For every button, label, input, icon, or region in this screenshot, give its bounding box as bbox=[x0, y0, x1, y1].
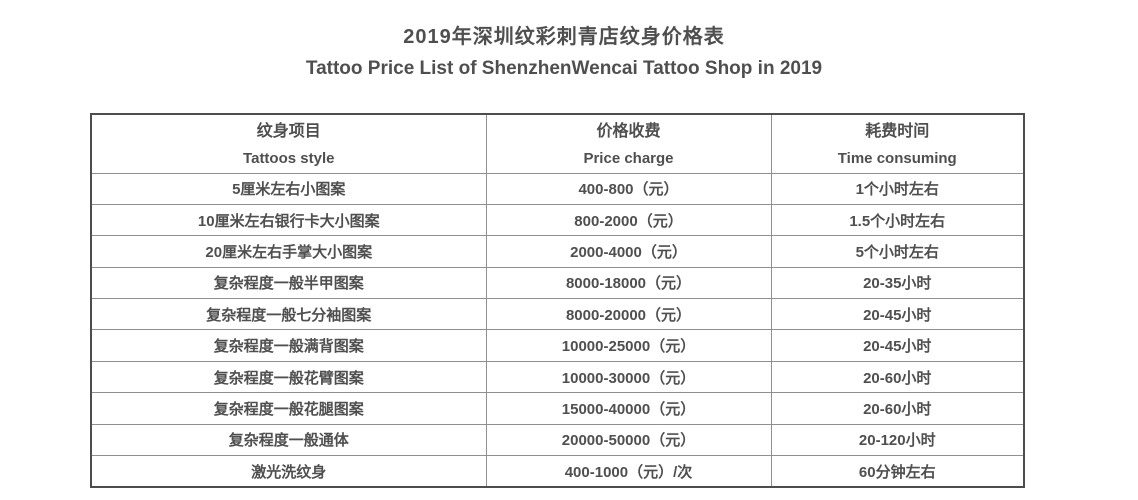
column-header-item-cn: 纹身项目 bbox=[256, 122, 321, 140]
title-block: 2019年深圳纹彩刺青店纹身价格表 Tattoo Price List of S… bbox=[0, 0, 1128, 80]
cell-price: 800-2000（元） bbox=[485, 203, 772, 237]
cell-time: 20-45小时 bbox=[770, 298, 1025, 331]
cell-time: 5个小时左右 bbox=[770, 235, 1025, 268]
cell-price: 400-1000（元）/次 bbox=[485, 455, 772, 488]
table-row: 复杂程度一般花臂图案 10000-30000（元） 20-60小时 bbox=[90, 360, 1025, 394]
cell-price: 10000-30000（元） bbox=[485, 360, 772, 394]
column-header-item-en: Tattoos style bbox=[243, 149, 335, 167]
table-body: 5厘米左右小图案 400-800（元） 1个小时左右 10厘米左右银行卡大小图案… bbox=[90, 172, 1025, 488]
table-row: 复杂程度一般七分袖图案 8000-20000（元） 20-45小时 bbox=[90, 298, 1025, 331]
cell-price: 8000-20000（元） bbox=[485, 298, 772, 331]
header-row: 纹身项目 Tattoos style 价格收费 Price charge 耗费时… bbox=[90, 113, 1025, 174]
table-header: 纹身项目 Tattoos style 价格收费 Price charge 耗费时… bbox=[90, 113, 1025, 174]
cell-price: 2000-4000（元） bbox=[485, 235, 772, 268]
cell-item: 复杂程度一般花腿图案 bbox=[90, 392, 487, 425]
table-row: 10厘米左右银行卡大小图案 800-2000（元） 1.5个小时左右 bbox=[90, 203, 1025, 237]
page-subtitle: Tattoo Price List of ShenzhenWencai Tatt… bbox=[305, 58, 823, 79]
cell-item: 5厘米左右小图案 bbox=[90, 172, 487, 205]
cell-time: 20-120小时 bbox=[770, 423, 1025, 457]
cell-item: 复杂程度一般半甲图案 bbox=[90, 266, 487, 300]
column-header-time-cn: 耗费时间 bbox=[865, 122, 930, 140]
cell-price: 400-800（元） bbox=[485, 172, 772, 205]
column-header-price: 价格收费 Price charge bbox=[485, 113, 772, 174]
table-row: 复杂程度一般花腿图案 15000-40000（元） 20-60小时 bbox=[90, 392, 1025, 425]
column-header-price-en: Price charge bbox=[583, 149, 674, 167]
cell-time: 20-35小时 bbox=[770, 266, 1025, 300]
cell-price: 15000-40000（元） bbox=[485, 392, 772, 425]
cell-price: 8000-18000（元） bbox=[485, 266, 772, 300]
cell-time: 60分钟左右 bbox=[770, 455, 1025, 488]
cell-item: 20厘米左右手掌大小图案 bbox=[90, 235, 487, 268]
price-table: 纹身项目 Tattoos style 价格收费 Price charge 耗费时… bbox=[90, 113, 1025, 488]
table-row: 20厘米左右手掌大小图案 2000-4000（元） 5个小时左右 bbox=[90, 235, 1025, 268]
cell-time: 20-60小时 bbox=[770, 392, 1025, 425]
cell-item: 10厘米左右银行卡大小图案 bbox=[90, 203, 487, 237]
table-row: 5厘米左右小图案 400-800（元） 1个小时左右 bbox=[90, 172, 1025, 205]
cell-time: 20-45小时 bbox=[770, 329, 1025, 362]
column-header-price-cn: 价格收费 bbox=[596, 122, 661, 140]
cell-time: 1个小时左右 bbox=[770, 172, 1025, 205]
column-header-time: 耗费时间 Time consuming bbox=[770, 113, 1025, 174]
column-header-time-en: Time consuming bbox=[837, 149, 957, 167]
column-header-item: 纹身项目 Tattoos style bbox=[90, 113, 487, 174]
cell-price: 20000-50000（元） bbox=[485, 423, 772, 457]
cell-time: 20-60小时 bbox=[770, 360, 1025, 394]
table-row: 复杂程度一般满背图案 10000-25000（元） 20-45小时 bbox=[90, 329, 1025, 362]
cell-item: 复杂程度一般花臂图案 bbox=[90, 360, 487, 394]
page-title: 2019年深圳纹彩刺青店纹身价格表 bbox=[403, 26, 725, 48]
table-row: 复杂程度一般通体 20000-50000（元） 20-120小时 bbox=[90, 423, 1025, 457]
cell-item: 复杂程度一般七分袖图案 bbox=[90, 298, 487, 331]
table-row: 复杂程度一般半甲图案 8000-18000（元） 20-35小时 bbox=[90, 266, 1025, 300]
cell-item: 复杂程度一般满背图案 bbox=[90, 329, 487, 362]
cell-price: 10000-25000（元） bbox=[485, 329, 772, 362]
table-row: 激光洗纹身 400-1000（元）/次 60分钟左右 bbox=[90, 455, 1025, 488]
cell-item: 复杂程度一般通体 bbox=[90, 423, 487, 457]
cell-time: 1.5个小时左右 bbox=[770, 203, 1025, 237]
cell-item: 激光洗纹身 bbox=[90, 455, 487, 488]
